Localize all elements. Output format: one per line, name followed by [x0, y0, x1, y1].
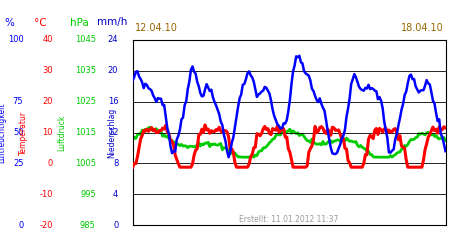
Text: 12: 12 [108, 128, 118, 137]
Text: 40: 40 [42, 36, 53, 44]
Text: 75: 75 [13, 97, 23, 106]
Text: Erstellt: 11.01.2012 11:37: Erstellt: 11.01.2012 11:37 [239, 215, 339, 224]
Text: 30: 30 [42, 66, 53, 75]
Text: 1015: 1015 [75, 128, 96, 137]
Text: 8: 8 [113, 159, 118, 168]
Text: Temperatur: Temperatur [19, 110, 28, 154]
Text: 20: 20 [42, 97, 53, 106]
Text: 985: 985 [80, 220, 96, 230]
Text: 16: 16 [108, 97, 118, 106]
Text: 20: 20 [108, 66, 118, 75]
Text: mm/h: mm/h [97, 18, 127, 28]
Text: 0: 0 [47, 159, 53, 168]
Text: Niederschlag: Niederschlag [107, 108, 116, 158]
Text: 1035: 1035 [75, 66, 96, 75]
Text: 12.04.10: 12.04.10 [135, 23, 178, 33]
Text: 995: 995 [80, 190, 96, 199]
Text: 1005: 1005 [75, 159, 96, 168]
Text: 1045: 1045 [75, 36, 96, 44]
Text: %: % [4, 18, 14, 28]
Text: 18.04.10: 18.04.10 [400, 23, 443, 33]
Text: 10: 10 [42, 128, 53, 137]
Text: -10: -10 [39, 190, 53, 199]
Text: -20: -20 [39, 220, 53, 230]
Text: 0: 0 [18, 220, 23, 230]
Text: 0: 0 [113, 220, 118, 230]
Text: 100: 100 [8, 36, 23, 44]
Text: 25: 25 [13, 159, 23, 168]
Text: 4: 4 [113, 190, 118, 199]
Text: 50: 50 [13, 128, 23, 137]
Text: °C: °C [34, 18, 46, 28]
Text: Luftdruck: Luftdruck [58, 114, 67, 151]
Text: hPa: hPa [70, 18, 89, 28]
Text: Luftfeuchtigkeit: Luftfeuchtigkeit [0, 102, 6, 163]
Text: 1025: 1025 [75, 97, 96, 106]
Text: 24: 24 [108, 36, 118, 44]
